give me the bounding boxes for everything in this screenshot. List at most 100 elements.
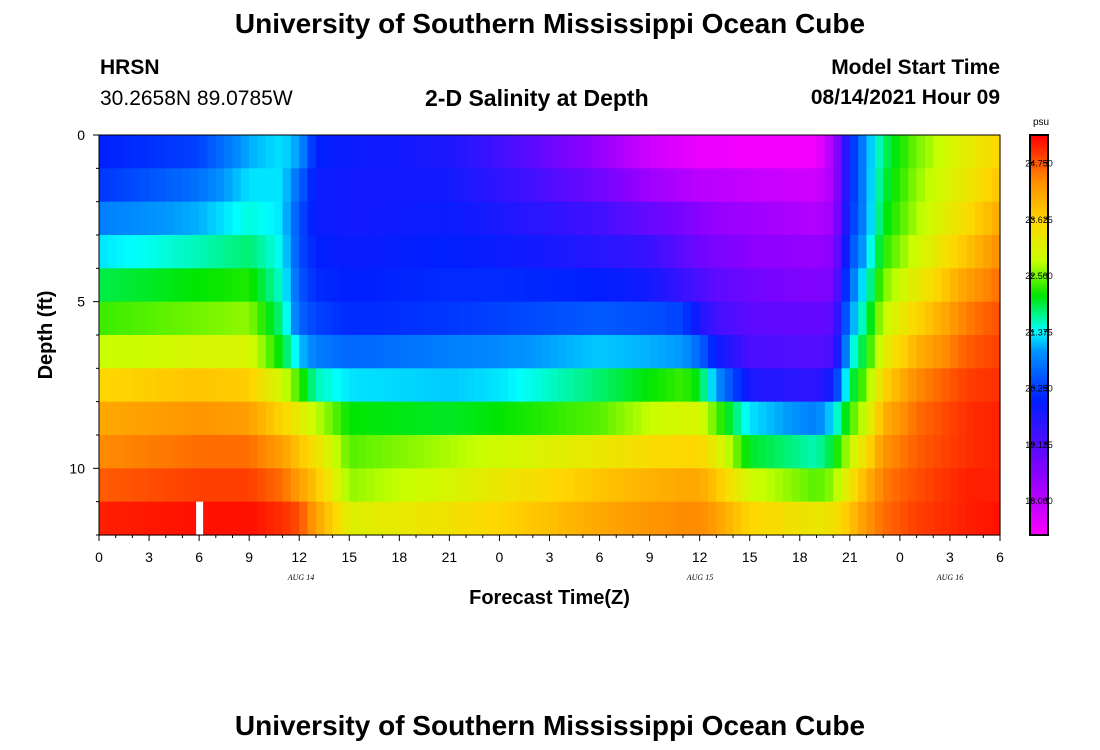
heatmap-cell bbox=[766, 168, 776, 203]
heatmap-cell bbox=[249, 135, 259, 169]
heatmap-cell bbox=[607, 235, 617, 269]
heatmap-cell bbox=[115, 468, 125, 503]
heatmap-cell bbox=[182, 201, 192, 236]
heatmap-cell bbox=[382, 501, 392, 536]
heatmap-cell bbox=[416, 301, 425, 336]
heatmap-cell bbox=[749, 435, 759, 469]
heatmap-cell bbox=[449, 201, 459, 236]
heatmap-cell bbox=[457, 135, 467, 169]
colorbar-segment bbox=[1030, 520, 1048, 524]
heatmap-cell bbox=[165, 301, 175, 336]
heatmap-cell bbox=[516, 435, 526, 469]
heatmap-cell bbox=[933, 135, 943, 169]
colorbar-segment bbox=[1030, 460, 1048, 464]
heatmap-cell bbox=[666, 368, 676, 403]
heatmap-cell bbox=[140, 235, 150, 269]
heatmap-cell bbox=[365, 135, 375, 169]
heatmap-cell bbox=[365, 401, 375, 436]
heatmap-cell bbox=[783, 335, 793, 369]
heatmap-cell bbox=[149, 135, 158, 169]
heatmap-cell bbox=[891, 301, 901, 336]
heatmap-cell bbox=[474, 335, 484, 369]
colorbar-segment bbox=[1030, 507, 1048, 511]
heatmap-cell bbox=[290, 268, 300, 303]
colorbar-segment bbox=[1030, 435, 1048, 439]
colorbar: 24.75023.62522.50021.37520.25019.12518.0… bbox=[1025, 117, 1053, 536]
heatmap-cell bbox=[140, 168, 150, 203]
heatmap-cell bbox=[157, 235, 167, 269]
heatmap-cell bbox=[632, 368, 642, 403]
heatmap-cell bbox=[149, 468, 158, 503]
heatmap-cell bbox=[949, 268, 959, 303]
heatmap-cell bbox=[340, 335, 350, 369]
colorbar-segment bbox=[1030, 500, 1048, 504]
heatmap-cell bbox=[416, 368, 425, 403]
heatmap-cell bbox=[265, 235, 275, 269]
heatmap-cell bbox=[307, 368, 317, 403]
heatmap-cell bbox=[924, 135, 934, 169]
heatmap-cell bbox=[974, 468, 984, 503]
heatmap-cell bbox=[332, 201, 342, 236]
heatmap-cell bbox=[799, 468, 809, 503]
heatmap-cell bbox=[841, 501, 851, 536]
heatmap-cell bbox=[708, 235, 717, 269]
heatmap-cell bbox=[799, 268, 809, 303]
heatmap-cell bbox=[299, 435, 309, 469]
heatmap-cell bbox=[115, 268, 125, 303]
heatmap-cell bbox=[332, 235, 342, 269]
plot-frame bbox=[98, 134, 1001, 536]
heatmap-cell bbox=[499, 135, 509, 169]
heatmap-cell bbox=[307, 435, 317, 469]
heatmap-cell bbox=[824, 401, 834, 436]
heatmap-cell bbox=[199, 401, 209, 436]
heatmap-cell bbox=[290, 235, 300, 269]
colorbar-segment bbox=[1030, 440, 1048, 444]
heatmap-cell bbox=[349, 168, 359, 203]
heatmap-cell bbox=[324, 301, 334, 336]
heatmap-cell bbox=[641, 368, 651, 403]
heatmap-cell bbox=[991, 335, 1001, 369]
x-tick-label: 18 bbox=[392, 549, 408, 565]
heatmap-cell bbox=[466, 468, 476, 503]
heatmap-cell bbox=[449, 368, 459, 403]
colorbar-segment bbox=[1030, 430, 1048, 434]
heatmap-cell bbox=[599, 435, 609, 469]
heatmap-cell bbox=[441, 168, 450, 203]
heatmap-cell bbox=[532, 368, 542, 403]
heatmap-cell bbox=[599, 301, 609, 336]
heatmap-cell bbox=[632, 435, 642, 469]
heatmap-cell bbox=[958, 468, 968, 503]
heatmap-cell bbox=[899, 468, 909, 503]
heatmap-cell bbox=[699, 501, 709, 536]
heatmap-cell bbox=[390, 335, 400, 369]
heatmap-cell bbox=[499, 501, 509, 536]
colorbar-segment bbox=[1030, 252, 1048, 256]
heatmap-cell bbox=[966, 268, 976, 303]
colorbar-segment bbox=[1030, 425, 1048, 429]
colorbar-segment bbox=[1030, 165, 1048, 169]
colorbar-segment bbox=[1030, 492, 1048, 496]
heatmap-cell bbox=[474, 368, 484, 403]
heatmap-cell bbox=[958, 368, 968, 403]
heatmap-cell bbox=[891, 135, 901, 169]
heatmap-cell bbox=[557, 501, 567, 536]
colorbar-tick-label: 23.625 bbox=[1025, 215, 1053, 225]
heatmap-cell bbox=[574, 135, 584, 169]
heatmap-cell bbox=[157, 135, 167, 169]
heatmap-cell bbox=[399, 468, 409, 503]
heatmap-cell bbox=[149, 235, 158, 269]
heatmap-cell bbox=[549, 401, 559, 436]
heatmap-cell bbox=[124, 501, 133, 536]
heatmap-cell bbox=[274, 401, 284, 436]
heatmap-cell bbox=[733, 368, 742, 403]
heatmap-cell bbox=[249, 201, 259, 236]
heatmap-cell bbox=[924, 301, 934, 336]
heatmap-cell bbox=[607, 168, 617, 203]
heatmap-cell bbox=[632, 468, 642, 503]
heatmap-cell bbox=[532, 201, 542, 236]
heatmap-cell bbox=[949, 135, 959, 169]
heatmap-cell bbox=[674, 435, 684, 469]
heatmap-cell bbox=[432, 401, 442, 436]
heatmap-cell bbox=[290, 201, 300, 236]
heatmap-cell bbox=[265, 168, 275, 203]
